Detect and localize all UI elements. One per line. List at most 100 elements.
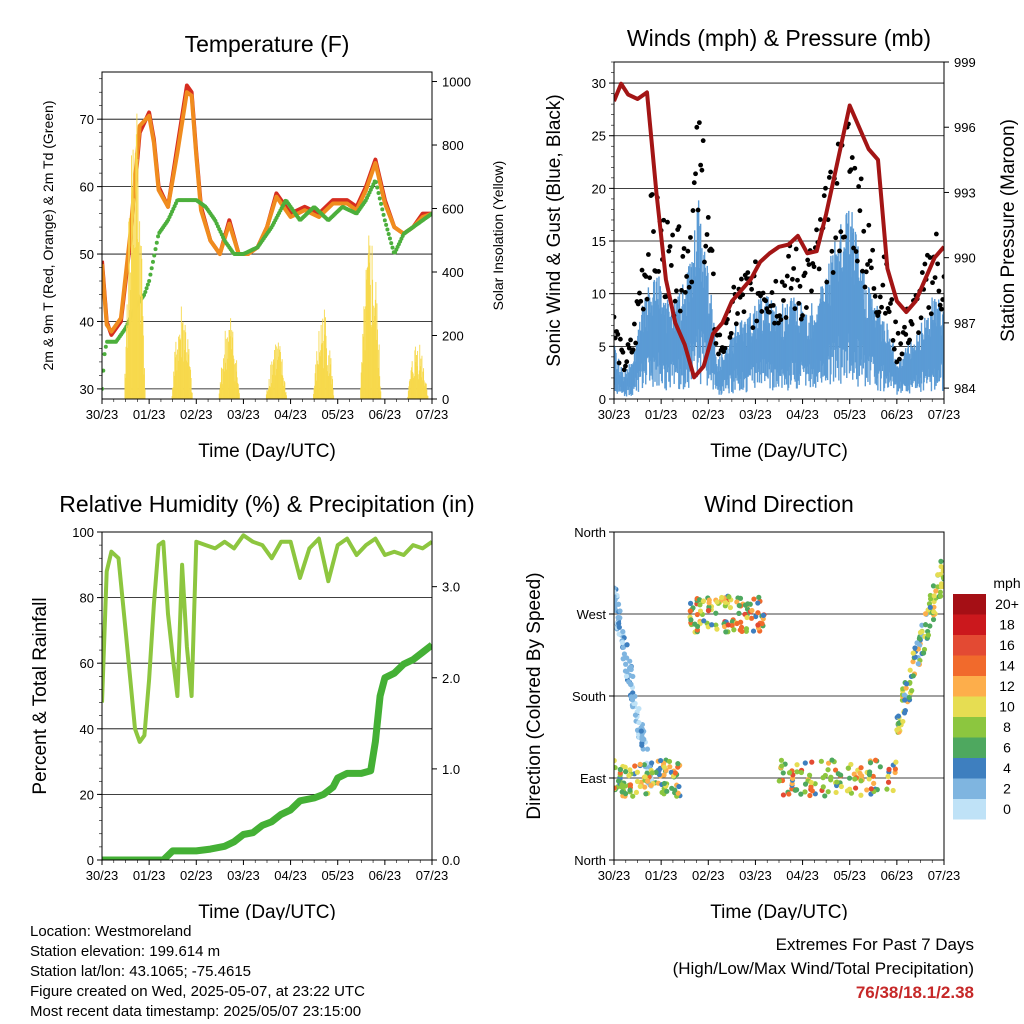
legend-label: 14 xyxy=(999,658,1015,674)
gust-point xyxy=(868,265,874,271)
gust-point xyxy=(767,309,772,315)
direction-point xyxy=(779,763,785,769)
gust-point xyxy=(848,167,854,173)
gust-point xyxy=(871,286,877,291)
direction-point xyxy=(615,601,622,607)
gust-point xyxy=(857,208,863,214)
x-tick-label: 30/23 xyxy=(598,407,631,422)
gust-point xyxy=(791,266,797,271)
gust-point xyxy=(870,247,876,253)
direction-point xyxy=(687,608,693,614)
direction-point xyxy=(649,760,655,766)
gust-point xyxy=(624,359,630,365)
y-right-tick-label: 800 xyxy=(442,138,464,153)
direction-point xyxy=(734,599,740,605)
dewpoint_green-point xyxy=(102,368,106,373)
y-tick-label: 50 xyxy=(80,247,94,262)
direction-point xyxy=(895,713,902,719)
direction-point xyxy=(786,791,792,797)
legend-label: 12 xyxy=(999,678,1015,694)
direction-point xyxy=(845,765,851,771)
direction-point xyxy=(825,767,831,773)
direction-point xyxy=(739,628,745,635)
direction-point xyxy=(627,767,633,773)
x-tick-label: 03/23 xyxy=(739,407,772,422)
gust-point xyxy=(926,305,932,310)
direction-point xyxy=(755,600,761,606)
direction-point xyxy=(623,661,629,667)
dewpoint_green-point xyxy=(103,344,108,349)
direction-point xyxy=(616,631,622,637)
winds-title: Winds (mph) & Pressure (mb) xyxy=(627,25,931,51)
gust-point xyxy=(614,335,618,341)
direction-point xyxy=(619,789,625,795)
gust-point xyxy=(688,235,693,240)
y-right-tick-label: 1.0 xyxy=(442,762,460,777)
x-tick-label: 01/23 xyxy=(645,868,678,883)
gust-point xyxy=(616,360,622,366)
direction-point xyxy=(637,783,643,789)
direction-point xyxy=(940,567,944,574)
gust-point xyxy=(880,282,886,288)
direction-point xyxy=(667,764,673,770)
gust-point xyxy=(735,311,740,316)
direction-point xyxy=(639,734,645,740)
recent-text: Most recent data timestamp: 2025/05/07 2… xyxy=(30,1003,362,1020)
direction-point xyxy=(931,593,937,599)
humidity-chart: 0 20 40 60 80 100 0.0 1.0 2.0 3.0 30/23 01/23 02/23 0… xyxy=(30,491,475,920)
gust-point xyxy=(674,288,679,294)
y-right-tick-label: 3.0 xyxy=(442,580,460,595)
direction-point xyxy=(906,694,912,701)
direction-point xyxy=(828,774,834,780)
gust-point xyxy=(903,332,909,337)
direction-point xyxy=(675,790,681,796)
gust-point xyxy=(716,351,721,357)
x-tick-label: 02/23 xyxy=(692,868,725,883)
gust-point xyxy=(668,263,674,268)
direction-point xyxy=(846,775,853,781)
gust-point xyxy=(778,317,784,323)
dewpoint_green-point xyxy=(145,282,150,287)
direction-title: Wind Direction xyxy=(704,491,854,517)
dewpoint_green-point xyxy=(375,185,380,190)
y-tick-label: 100 xyxy=(72,525,94,540)
direction-point xyxy=(616,624,622,630)
direction-point xyxy=(867,769,873,775)
gust-point xyxy=(842,234,848,240)
elevation-text: Station elevation: 199.614 m xyxy=(30,943,221,960)
direction-point xyxy=(743,626,750,632)
x-tick-label: 03/23 xyxy=(227,868,260,883)
legend-swatch xyxy=(953,594,986,615)
direction-point xyxy=(672,770,678,776)
direction-point xyxy=(745,601,751,607)
gust-point xyxy=(889,297,895,302)
temperature-ylabel: 2m & 9m T (Red, Orange) & 2m Td (Green) xyxy=(40,101,56,371)
gust-point xyxy=(691,180,697,186)
humidity-data xyxy=(102,533,432,860)
direction-point xyxy=(614,785,617,791)
gust-point xyxy=(858,176,864,182)
gust-point xyxy=(788,285,794,291)
direction-point xyxy=(872,757,879,763)
direction-point xyxy=(886,766,892,772)
direction-point xyxy=(778,757,785,763)
gust-point xyxy=(872,293,878,299)
winds-data xyxy=(614,81,944,397)
direction-ylabel: Direction (Colored By Speed) xyxy=(524,572,545,819)
direction-point xyxy=(621,651,628,657)
gust-point xyxy=(753,259,758,265)
gust-point xyxy=(837,248,842,254)
gust-point xyxy=(856,184,862,189)
gust-point xyxy=(853,249,859,254)
gust-point xyxy=(824,279,830,285)
gust-point xyxy=(615,331,621,337)
direction-point xyxy=(776,778,782,784)
gust-point xyxy=(628,337,633,343)
gust-point xyxy=(937,302,943,308)
x-tick-label: 05/23 xyxy=(321,868,354,883)
legend-label: 6 xyxy=(1003,740,1011,756)
x-tick-label: 01/23 xyxy=(133,868,166,883)
direction-point xyxy=(725,622,731,628)
gust-point xyxy=(877,294,883,300)
gust-point xyxy=(922,261,928,267)
